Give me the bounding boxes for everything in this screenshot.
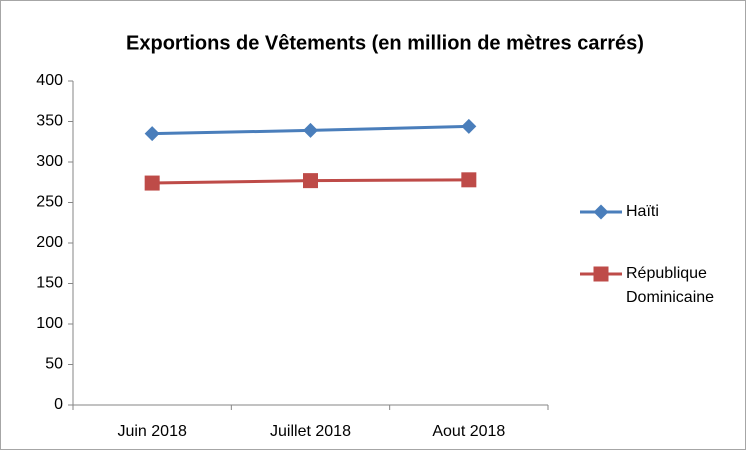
y-tick-label: 0 bbox=[54, 396, 63, 413]
marker bbox=[303, 122, 318, 138]
legend-label: Haïti bbox=[626, 203, 659, 220]
marker bbox=[461, 118, 477, 134]
y-tick-label: 300 bbox=[36, 153, 63, 170]
marker bbox=[593, 266, 609, 282]
y-tick-label: 200 bbox=[36, 234, 63, 251]
chart-title: Exportions de Vêtements (en million de m… bbox=[126, 32, 644, 54]
y-tick-label: 400 bbox=[36, 72, 63, 89]
legend-label: République Dominicaine bbox=[626, 265, 715, 306]
marker bbox=[144, 175, 160, 191]
y-tick-label: 100 bbox=[36, 315, 63, 332]
marker bbox=[461, 172, 477, 188]
marker bbox=[303, 173, 318, 189]
x-tick-label: Juillet 2018 bbox=[270, 423, 351, 440]
x-tick-label: Aout 2018 bbox=[432, 423, 505, 440]
marker bbox=[144, 126, 160, 142]
y-tick-label: 50 bbox=[45, 356, 63, 373]
y-tick-label: 250 bbox=[36, 194, 63, 211]
y-tick-label: 150 bbox=[36, 275, 63, 292]
y-tick-label: 350 bbox=[36, 113, 63, 130]
marker bbox=[593, 204, 609, 220]
x-tick-label: Juin 2018 bbox=[117, 423, 186, 440]
